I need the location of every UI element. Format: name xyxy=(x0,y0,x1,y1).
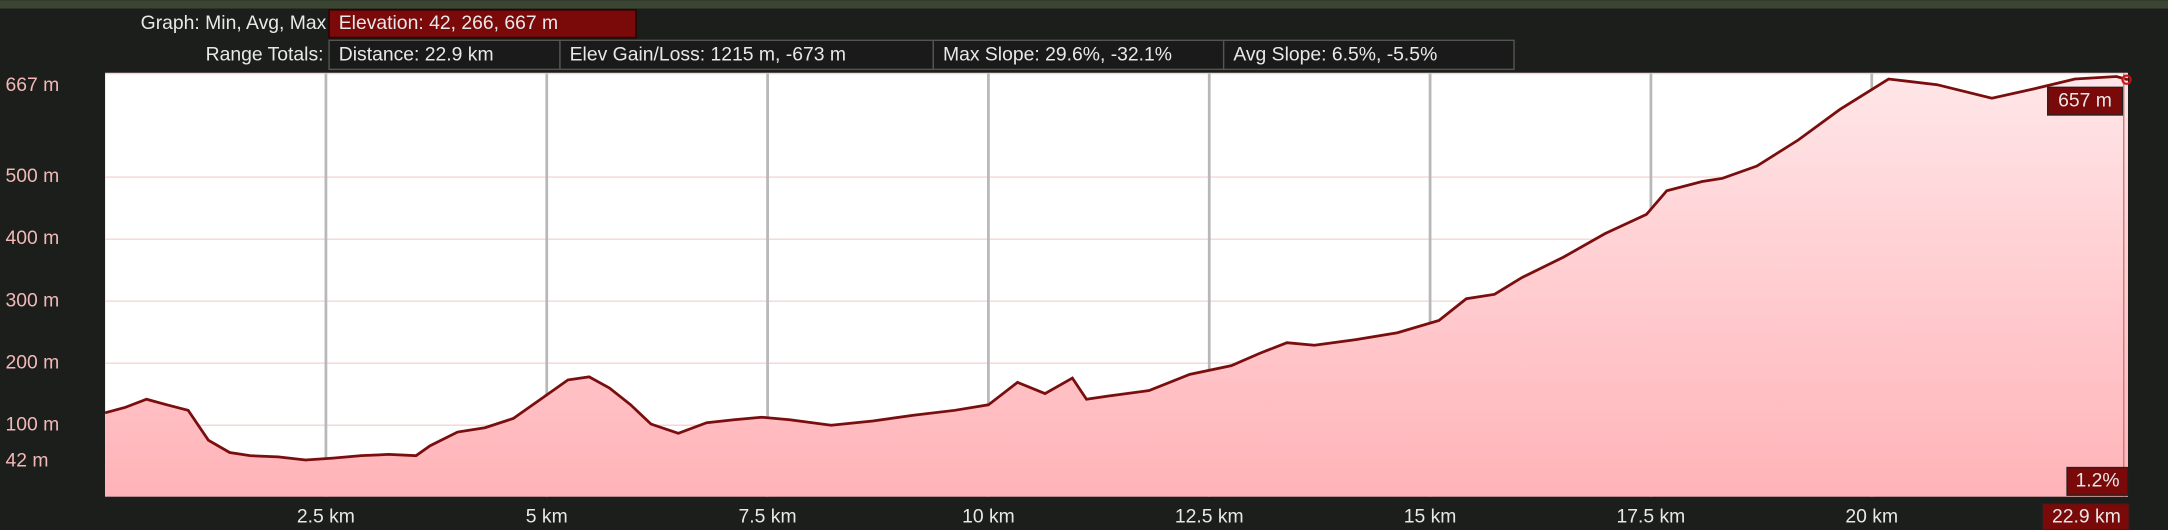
cursor-slope: 1.2% xyxy=(2075,469,2119,491)
graph-label: Graph: Min, Avg, Max xyxy=(141,12,327,34)
cursor-elev-box xyxy=(2047,86,2124,116)
x-tick-highlight xyxy=(2041,502,2130,530)
x-tick-label: 17.5 km xyxy=(1616,505,1685,527)
y-tick-label: 300 m xyxy=(6,289,60,311)
cursor-elevation: 657 m xyxy=(2058,89,2112,111)
total-box xyxy=(1222,39,1515,71)
y-tick-label: 667 m xyxy=(6,74,60,96)
range-label: Range Totals: xyxy=(206,44,324,66)
cursor-slope-box xyxy=(2066,466,2129,496)
total-text: Distance: 22.9 km xyxy=(339,44,494,66)
total-text: Elev Gain/Loss: 1215 m, -673 m xyxy=(570,44,846,66)
area-fill xyxy=(105,76,2128,497)
elevation-box xyxy=(328,9,637,39)
total-box xyxy=(932,39,1225,71)
x-tick-label: 5 km xyxy=(526,505,568,527)
marks: 657 m 1.2% xyxy=(104,73,2132,497)
elevation-readout: Elevation: 42, 266, 667 m xyxy=(339,12,558,34)
x-tick-label: 10 km xyxy=(962,505,1015,527)
x-tick-label: 12.5 km xyxy=(1175,505,1244,527)
total-box xyxy=(559,39,934,71)
x-tick-label: 7.5 km xyxy=(739,505,797,527)
x-tick-label: 2.5 km xyxy=(297,505,355,527)
y-tick-label: 400 m xyxy=(6,227,60,249)
y-tick-label: 100 m xyxy=(6,413,60,435)
cursor-point xyxy=(2121,74,2132,85)
y-tick-label: 200 m xyxy=(6,351,60,373)
total-text: Avg Slope: 6.5%, -5.5% xyxy=(1233,44,1437,66)
x-tick-label: 22.9 km xyxy=(2052,505,2121,527)
y-tick-label: 42 m xyxy=(6,449,49,471)
totals: Distance: 22.9 km Elev Gain/Loss: 1215 m,… xyxy=(328,39,1515,71)
axes: 42 m 100 m 200 m 300 m 400 m 500 m 667 m 2.5 km… xyxy=(6,74,2130,530)
map-strip xyxy=(0,0,2168,9)
y-tick-label: 500 m xyxy=(6,165,60,187)
total-text: Max Slope: 29.6%, -32.1% xyxy=(943,44,1172,66)
total-box xyxy=(328,39,561,71)
elevation-line xyxy=(104,75,2129,462)
x-tick-label: 20 km xyxy=(1845,505,1898,527)
x-tick-label: 15 km xyxy=(1404,505,1457,527)
